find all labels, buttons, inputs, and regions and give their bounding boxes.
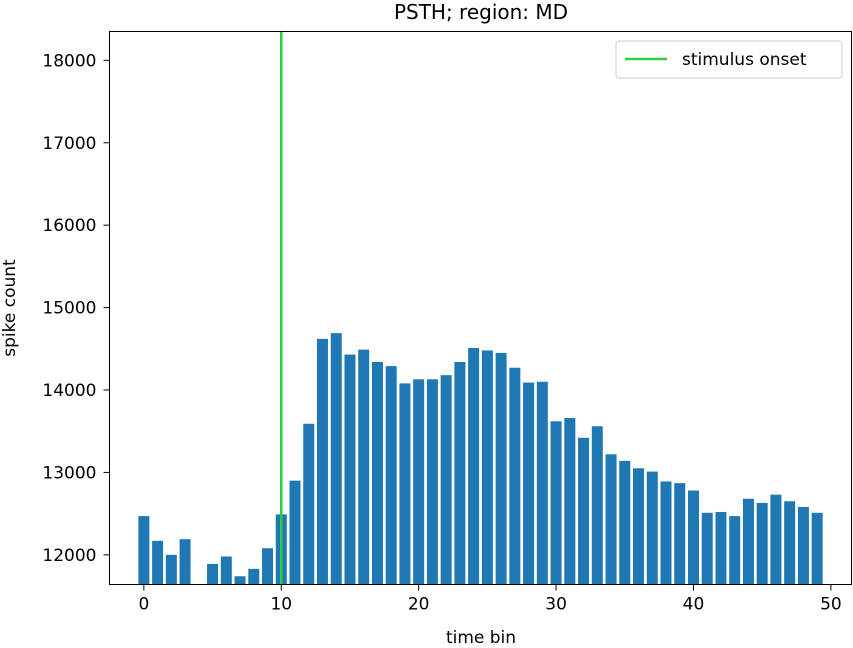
bar-41 (701, 512, 713, 585)
bar-11 (289, 480, 301, 585)
bar-16 (358, 349, 370, 585)
plot-area (138, 31, 823, 585)
x-tick-label: 40 (683, 595, 705, 615)
y-tick-label: 14000 (42, 381, 96, 401)
bar-21 (426, 379, 438, 585)
bar-5 (207, 563, 219, 585)
bar-1 (152, 540, 164, 585)
legend: stimulus onset (615, 40, 843, 79)
y-tick-label: 15000 (42, 299, 96, 319)
bar-44 (742, 498, 754, 585)
legend-box (615, 40, 843, 79)
bar-35 (619, 460, 631, 585)
y-tick-label: 18000 (42, 51, 96, 71)
x-tick-label: 0 (138, 595, 149, 615)
bar-42 (715, 511, 727, 585)
bar-20 (413, 379, 425, 585)
bar-0 (138, 516, 150, 585)
y-tick-label: 17000 (42, 134, 96, 154)
bar-34 (605, 454, 617, 585)
bar-43 (729, 516, 741, 585)
chart-title: PSTH; region: MD (394, 0, 568, 24)
x-axis-label: time bin (446, 628, 516, 648)
x-tick-label: 10 (270, 595, 292, 615)
bar-49 (811, 512, 823, 585)
bar-18 (385, 366, 397, 585)
bar-37 (646, 471, 658, 585)
y-tick-label: 12000 (42, 546, 96, 566)
bar-33 (591, 426, 603, 585)
bar-25 (481, 350, 493, 585)
x-tick-label: 50 (820, 595, 842, 615)
bar-19 (399, 383, 411, 585)
bar-9 (262, 548, 274, 585)
bar-45 (756, 502, 768, 585)
bar-40 (687, 490, 699, 585)
bar-27 (509, 367, 521, 585)
bar-29 (536, 381, 548, 585)
bar-48 (797, 507, 809, 585)
bar-38 (660, 481, 672, 585)
bar-12 (303, 423, 315, 585)
x-tick-label: 20 (408, 595, 430, 615)
bar-13 (316, 338, 328, 585)
y-axis-label: spike count (0, 259, 20, 357)
x-tick-label: 30 (545, 595, 567, 615)
bar-17 (371, 361, 383, 585)
bar-30 (550, 421, 562, 585)
y-tick-label: 16000 (42, 216, 96, 236)
bar-47 (784, 501, 796, 585)
bar-36 (633, 468, 645, 585)
bar-22 (440, 375, 452, 585)
bar-31 (564, 418, 576, 585)
bar-46 (770, 494, 782, 585)
bar-15 (344, 354, 356, 585)
bar-23 (454, 361, 466, 585)
legend-label: stimulus onset (682, 50, 807, 70)
bar-39 (674, 483, 686, 585)
y-tick-label: 13000 (42, 463, 96, 483)
bar-32 (578, 437, 590, 585)
bar-7 (234, 576, 246, 585)
bar-24 (468, 347, 480, 585)
bar-26 (495, 352, 507, 585)
bar-28 (523, 382, 535, 585)
bar-8 (248, 568, 260, 585)
axes-frame (109, 31, 852, 585)
bar-3 (179, 539, 191, 585)
bar-6 (220, 556, 232, 585)
bar-2 (165, 554, 177, 585)
bar-14 (330, 333, 342, 585)
